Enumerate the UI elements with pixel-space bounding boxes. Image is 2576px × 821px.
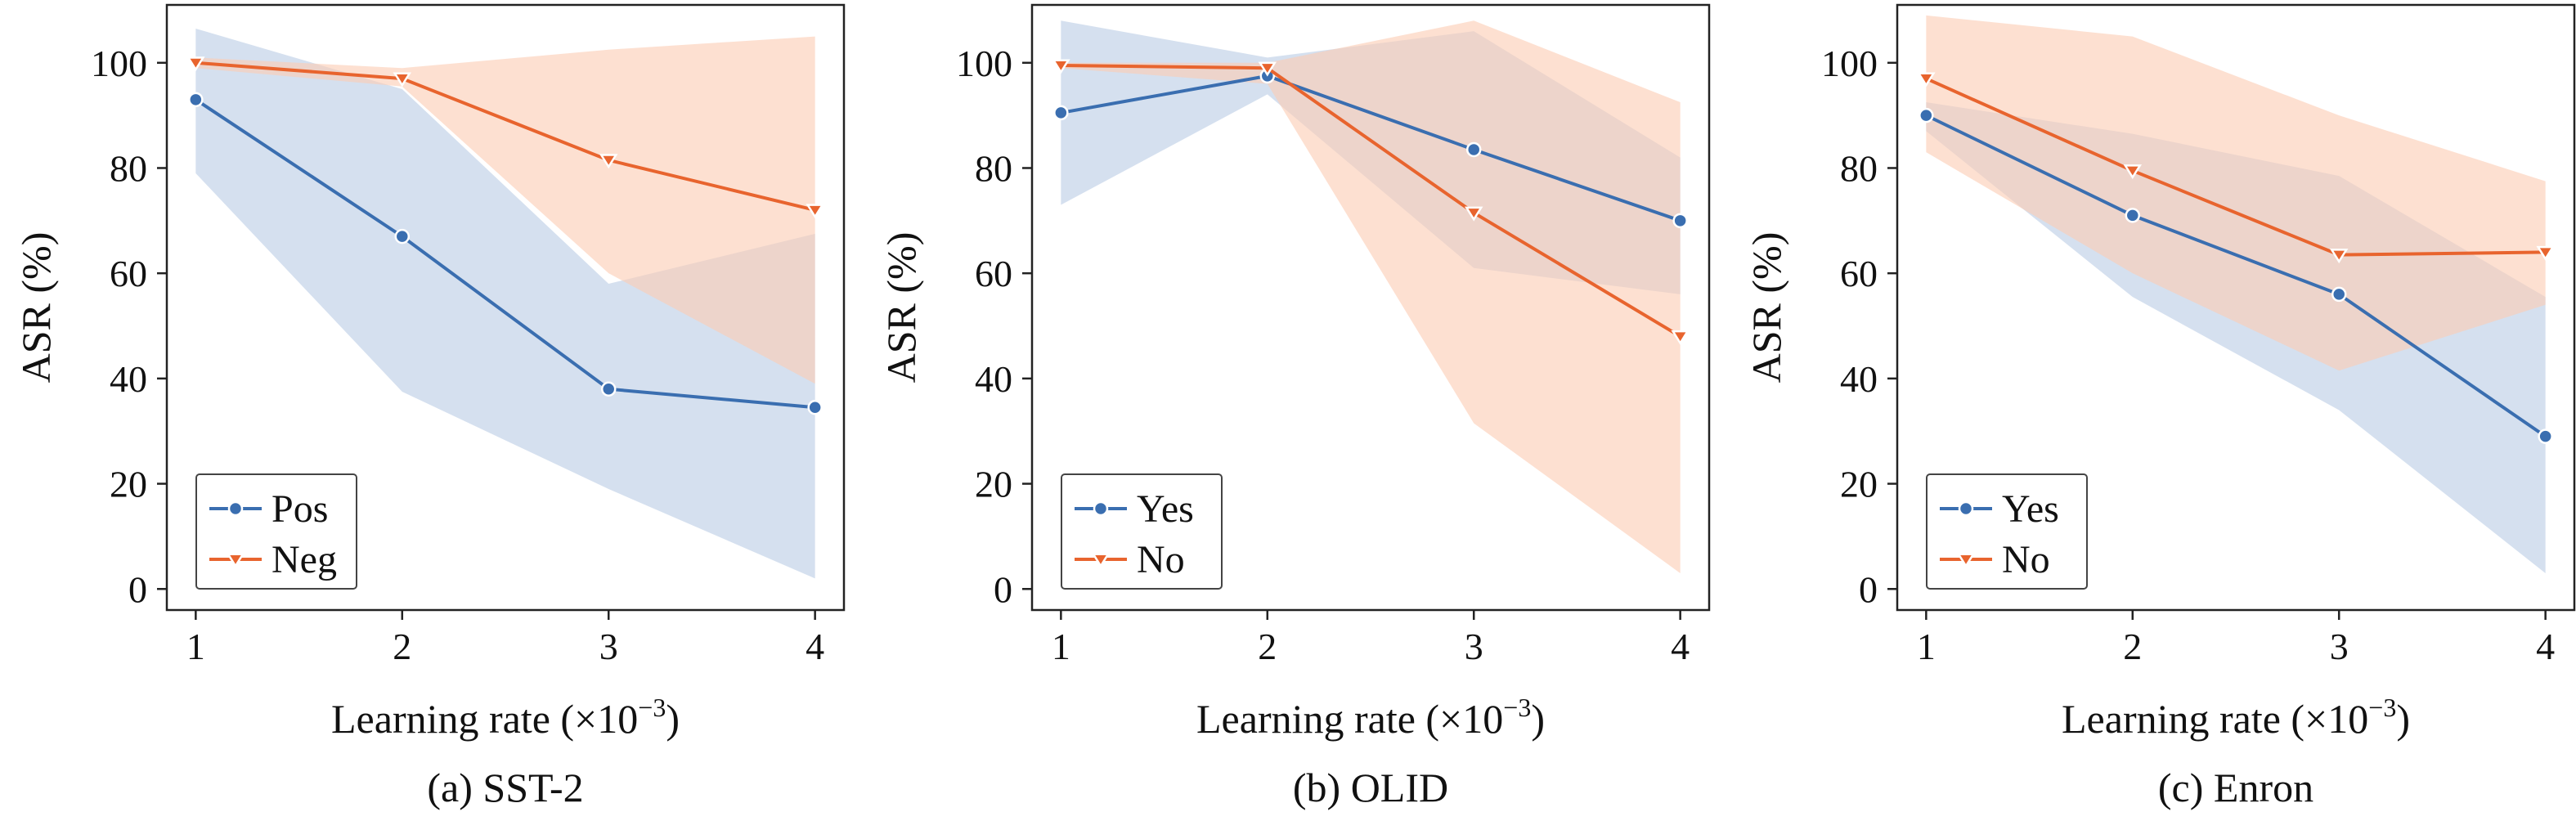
confidence-band-2 (1926, 15, 2546, 371)
y-tick-label: 60 (1840, 253, 1878, 294)
data-point-no (2123, 164, 2143, 180)
data-point-no (2536, 245, 2555, 261)
data-point-no (1917, 72, 1936, 87)
x-tick-label: 4 (806, 626, 824, 667)
y-tick-label: 40 (975, 358, 1012, 400)
data-point-yes (1465, 141, 1482, 158)
data-point-yes (2125, 208, 2141, 223)
legend-marker (1958, 500, 1974, 517)
y-tick-label: 60 (975, 253, 1012, 294)
legend-label: Neg (272, 538, 337, 581)
x-tick-label: 2 (2123, 626, 2142, 667)
x-tick-label: 2 (1258, 626, 1277, 667)
legend-label: No (1137, 538, 1185, 581)
y-tick-label: 0 (128, 568, 147, 610)
data-point-yes (1919, 107, 1934, 123)
data-point-pos (394, 228, 411, 245)
legend-marker (1091, 553, 1111, 568)
legend-label: Yes (1137, 487, 1194, 531)
panel-caption: (c) Enron (2158, 765, 2313, 810)
series-line-no (1925, 77, 2546, 257)
y-axis-title: ASR (%) (13, 232, 59, 384)
data-point-yes (2331, 286, 2347, 303)
y-tick-label: 80 (1840, 147, 1878, 189)
y-tick-label: 20 (975, 464, 1012, 505)
confidence-band-1 (195, 28, 815, 579)
plot-frame (165, 3, 846, 612)
y-tick-label: 100 (956, 43, 1012, 84)
plot-frame (1896, 3, 2576, 612)
series-line-no (1061, 64, 1681, 339)
y-tick-label: 60 (110, 253, 147, 294)
y-tick-label: 100 (1821, 43, 1878, 84)
series-line-neg (195, 61, 816, 212)
x-tick-label: 1 (1052, 626, 1070, 667)
panel-caption: (b) OLID (1293, 765, 1448, 810)
data-point-pos (807, 400, 823, 415)
x-axis-title: Learning rate (×10−3) (1196, 693, 1545, 742)
legend-marker (227, 500, 244, 517)
data-point-no (1052, 59, 1070, 74)
data-point-yes (2538, 428, 2553, 444)
series-line-pos (195, 98, 815, 410)
y-tick-label: 20 (1840, 464, 1878, 505)
y-axis-title: ASR (%) (878, 232, 924, 384)
x-tick-label: 2 (393, 626, 411, 667)
data-point-neg (186, 56, 205, 72)
confidence-band-2 (195, 36, 815, 384)
data-point-neg (599, 154, 618, 169)
x-tick-label: 4 (1671, 626, 1690, 667)
data-point-pos (188, 92, 204, 108)
y-tick-label: 100 (91, 43, 147, 84)
x-tick-label: 1 (186, 626, 205, 667)
y-tick-label: 80 (975, 147, 1012, 189)
y-tick-label: 40 (1840, 358, 1878, 400)
legend-label: No (2002, 538, 2050, 581)
legend: Yes No (1061, 473, 1223, 590)
x-axis-title: Learning rate (×10−3) (2062, 693, 2410, 742)
legend: Yes No (1926, 473, 2088, 590)
x-tick-label: 1 (1917, 626, 1936, 667)
legend-label: Yes (2002, 487, 2059, 531)
data-point-yes (1672, 213, 1688, 229)
legend-label: Pos (272, 487, 328, 531)
data-point-no (1671, 330, 1690, 345)
x-tick-label: 4 (2536, 626, 2555, 667)
series-line-yes (1925, 114, 2547, 438)
data-point-no (2329, 249, 2349, 264)
legend-marker (1093, 500, 1109, 517)
data-point-neg (393, 72, 412, 87)
series-line-yes (1060, 74, 1681, 222)
data-point-yes (1053, 105, 1069, 121)
x-tick-label: 3 (1465, 626, 1483, 667)
y-tick-label: 0 (994, 568, 1012, 610)
y-tick-label: 0 (1859, 568, 1878, 610)
data-point-no (1258, 61, 1277, 77)
y-axis-title: ASR (%) (1744, 232, 1789, 384)
data-point-no (1464, 206, 1483, 222)
confidence-band-2 (1061, 20, 1681, 573)
y-tick-label: 40 (110, 358, 147, 400)
data-point-neg (806, 204, 824, 219)
x-tick-label: 3 (2330, 626, 2349, 667)
data-point-pos (600, 381, 617, 397)
x-axis-title: Learning rate (×10−3) (331, 693, 680, 742)
x-tick-label: 3 (599, 626, 618, 667)
y-tick-label: 80 (110, 147, 147, 189)
legend-marker (226, 553, 245, 568)
panel-caption: (a) SST-2 (427, 765, 583, 810)
legend: Pos Neg (195, 473, 357, 590)
legend-marker (1956, 553, 1976, 568)
plot-frame (1030, 3, 1711, 612)
y-tick-label: 20 (110, 464, 147, 505)
